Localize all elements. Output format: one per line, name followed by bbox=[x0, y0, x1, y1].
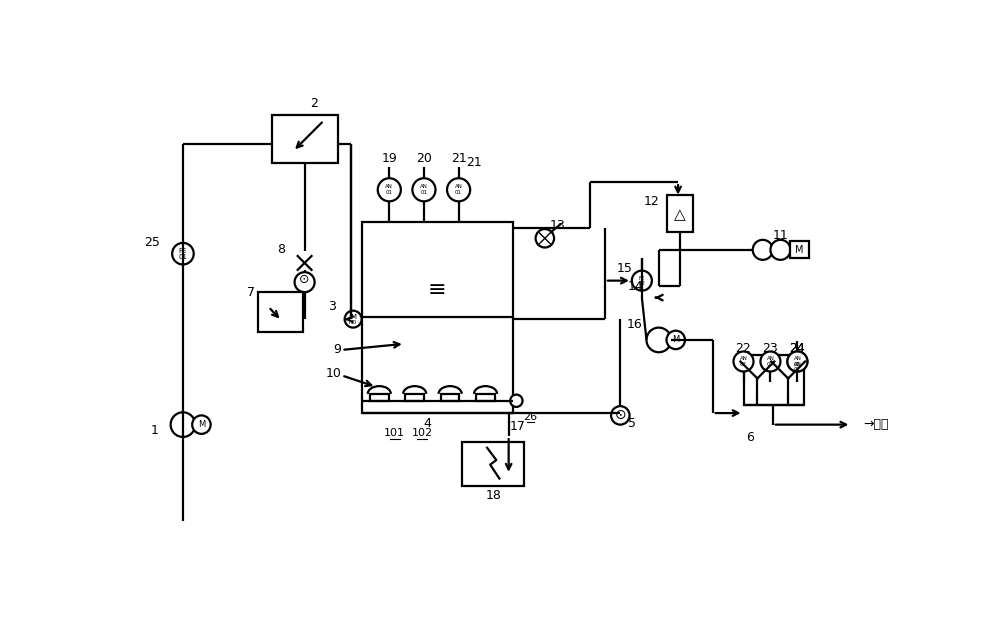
Text: 25: 25 bbox=[144, 236, 160, 249]
Text: 02: 02 bbox=[794, 362, 801, 367]
Text: 23: 23 bbox=[763, 342, 778, 355]
Bar bbox=[370, 394, 389, 400]
Circle shape bbox=[447, 178, 470, 201]
Circle shape bbox=[770, 240, 790, 260]
Text: M: M bbox=[795, 245, 804, 255]
Circle shape bbox=[412, 178, 436, 201]
Text: 16: 16 bbox=[626, 318, 642, 331]
Bar bbox=[272, 115, 338, 163]
Text: 102: 102 bbox=[412, 428, 433, 438]
Text: FE: FE bbox=[179, 248, 187, 254]
Text: 01: 01 bbox=[794, 368, 801, 373]
Text: AN: AN bbox=[420, 184, 428, 189]
Circle shape bbox=[345, 311, 362, 327]
Bar bbox=[462, 441, 524, 487]
Text: 24: 24 bbox=[790, 342, 805, 355]
Text: 18: 18 bbox=[485, 489, 501, 502]
Circle shape bbox=[536, 229, 554, 248]
Text: 24: 24 bbox=[790, 342, 805, 355]
Text: 101: 101 bbox=[384, 428, 405, 438]
Circle shape bbox=[733, 352, 754, 371]
Circle shape bbox=[760, 352, 780, 371]
Text: ⊙: ⊙ bbox=[614, 409, 626, 422]
Text: 2: 2 bbox=[310, 97, 318, 110]
Bar bbox=[666, 195, 693, 232]
Bar bbox=[258, 292, 303, 332]
Text: AN: AN bbox=[767, 356, 774, 361]
Text: 02: 02 bbox=[740, 362, 747, 367]
Circle shape bbox=[646, 327, 671, 352]
Text: 17: 17 bbox=[510, 420, 526, 433]
Text: ⊙: ⊙ bbox=[299, 274, 310, 287]
Text: 9: 9 bbox=[333, 344, 341, 357]
Text: 22: 22 bbox=[736, 342, 751, 355]
Text: NO: NO bbox=[349, 320, 357, 325]
Bar bbox=[441, 394, 459, 400]
Circle shape bbox=[632, 271, 652, 291]
Text: AN: AN bbox=[385, 184, 393, 189]
Text: →排放: →排放 bbox=[863, 418, 888, 431]
Text: 20: 20 bbox=[416, 152, 432, 165]
Text: M: M bbox=[672, 335, 679, 344]
Bar bbox=[405, 394, 424, 400]
Bar bbox=[790, 241, 809, 258]
Text: △: △ bbox=[674, 207, 685, 222]
Circle shape bbox=[753, 240, 773, 260]
Circle shape bbox=[192, 415, 211, 434]
Text: 4: 4 bbox=[424, 417, 432, 430]
Text: 10: 10 bbox=[326, 366, 342, 379]
Text: 12: 12 bbox=[643, 195, 659, 208]
Text: 21: 21 bbox=[466, 155, 482, 168]
Text: M: M bbox=[350, 314, 356, 320]
Bar bbox=[362, 222, 512, 413]
Circle shape bbox=[611, 406, 630, 425]
Text: 15: 15 bbox=[616, 262, 632, 275]
Bar bbox=[744, 355, 804, 405]
Text: 01: 01 bbox=[386, 189, 393, 194]
Circle shape bbox=[787, 352, 807, 371]
Text: 1: 1 bbox=[151, 423, 158, 436]
Text: AN: AN bbox=[740, 356, 747, 361]
Text: 21: 21 bbox=[451, 152, 466, 165]
Text: ≡: ≡ bbox=[428, 280, 446, 300]
Text: AN: AN bbox=[793, 362, 801, 367]
Text: 01: 01 bbox=[178, 254, 187, 260]
Text: 13: 13 bbox=[549, 220, 565, 233]
Circle shape bbox=[295, 272, 315, 292]
Text: 02: 02 bbox=[767, 362, 774, 367]
Text: M: M bbox=[198, 420, 205, 429]
Text: 3: 3 bbox=[328, 300, 335, 313]
Text: 02: 02 bbox=[638, 281, 645, 286]
Text: 6: 6 bbox=[746, 431, 754, 444]
Circle shape bbox=[172, 243, 194, 264]
Text: 14: 14 bbox=[628, 280, 644, 293]
Text: FE: FE bbox=[639, 276, 645, 281]
Text: AN: AN bbox=[455, 184, 463, 189]
Text: 19: 19 bbox=[381, 152, 397, 165]
Circle shape bbox=[787, 352, 807, 371]
Text: 5: 5 bbox=[628, 417, 636, 430]
Text: 7: 7 bbox=[247, 286, 255, 299]
Bar bbox=[476, 394, 495, 400]
Circle shape bbox=[666, 331, 685, 349]
Circle shape bbox=[171, 412, 195, 437]
Text: 01: 01 bbox=[455, 189, 462, 194]
Text: 8: 8 bbox=[278, 243, 286, 256]
Circle shape bbox=[378, 178, 401, 201]
Text: 01: 01 bbox=[420, 189, 427, 194]
Circle shape bbox=[510, 394, 523, 407]
Text: 11: 11 bbox=[773, 230, 788, 243]
Text: 26: 26 bbox=[523, 412, 537, 422]
Text: AN: AN bbox=[793, 356, 801, 361]
